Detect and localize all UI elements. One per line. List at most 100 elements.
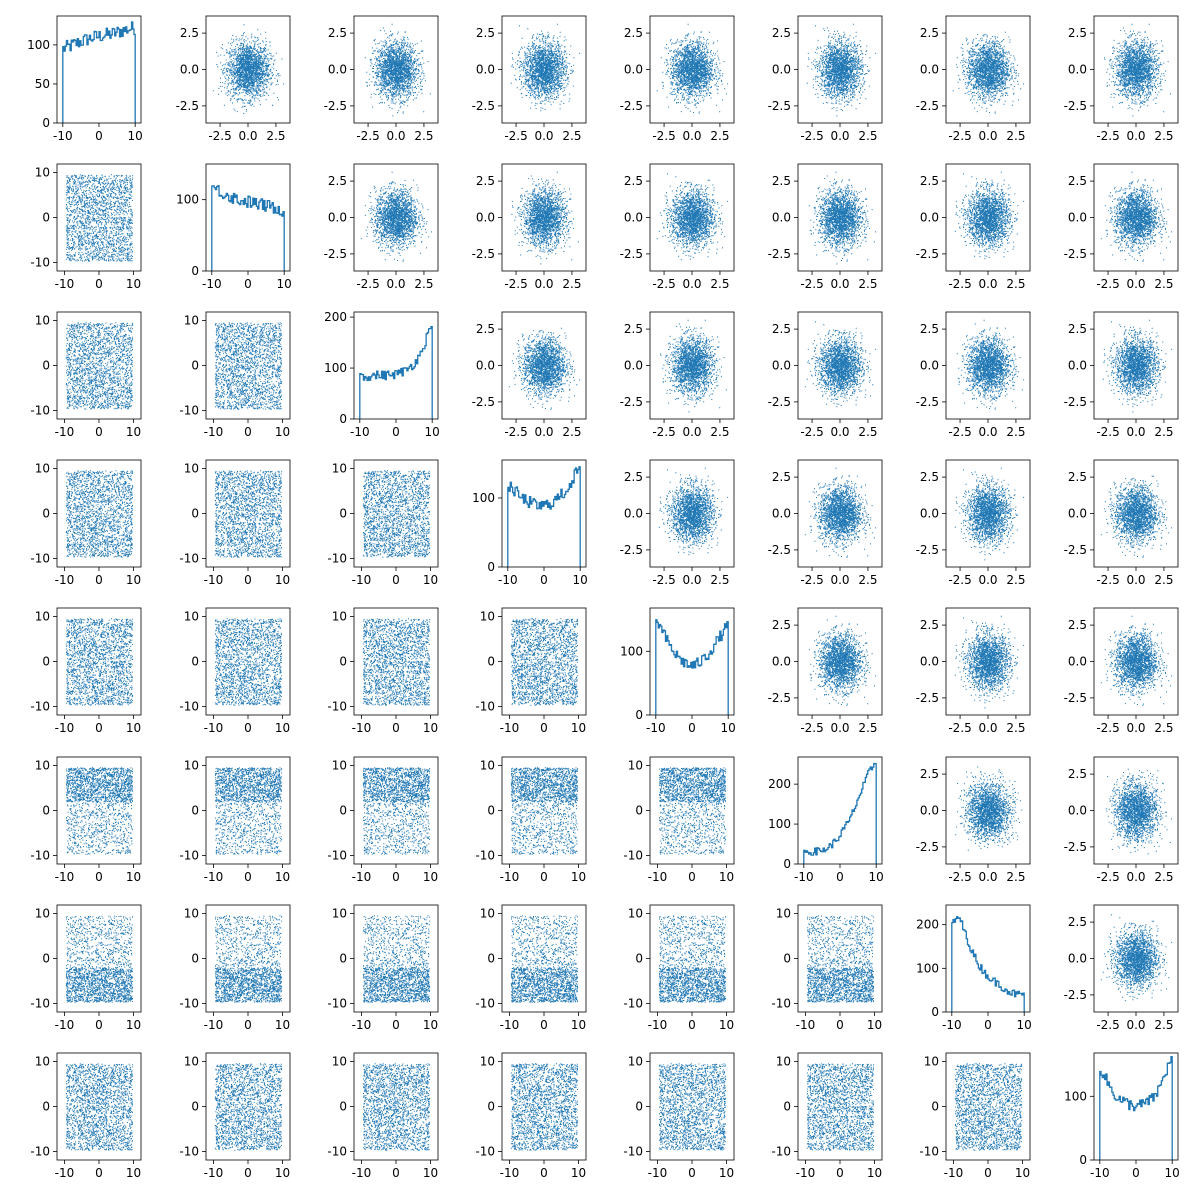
cell-0-4-xtick-label: 0.0 bbox=[682, 129, 701, 143]
cell-4-5-frame bbox=[797, 607, 883, 716]
cell-3-0-frame bbox=[56, 459, 142, 568]
cell-7-5-frame bbox=[797, 1052, 883, 1161]
cell-6-1-ytick-label: -10 bbox=[179, 997, 199, 1011]
cell-0-0-xtick-label: 10 bbox=[128, 129, 143, 143]
cell-5-0-xtick-label: -10 bbox=[55, 870, 75, 884]
cell-2-7-xtick-label: 2.5 bbox=[1154, 425, 1173, 439]
cell-3-1-ytick-label: 10 bbox=[184, 462, 199, 476]
cell-4-3-ytick-label: 0 bbox=[487, 655, 495, 669]
cell-5-0-xtick-label: 10 bbox=[126, 870, 141, 884]
scatter-points bbox=[214, 767, 283, 855]
cell-2-4-ytick-label: 2.5 bbox=[624, 322, 643, 336]
cell-4-4-xtick-label: 10 bbox=[721, 721, 736, 735]
cell-6-0-ytick-label: 10 bbox=[35, 907, 50, 921]
scatter-points bbox=[1100, 615, 1173, 706]
cell-6-0: -10 0 10 -10 0 10 bbox=[30, 904, 142, 1032]
cell-2-0-frame bbox=[56, 311, 142, 420]
cell-1-0-xtick-label: 10 bbox=[126, 277, 141, 291]
cell-6-3-xtick-label: -10 bbox=[500, 1018, 520, 1032]
cell-1-5-ytick-label: -2.5 bbox=[768, 247, 791, 261]
cell-5-7-ytick-label: -2.5 bbox=[1064, 840, 1087, 854]
cell-2-1-frame bbox=[205, 311, 291, 420]
cell-2-0: -10 0 10 -10 0 10 bbox=[30, 311, 142, 439]
cell-7-4-frame bbox=[649, 1052, 735, 1161]
scatter-points bbox=[1104, 23, 1171, 117]
cell-4-2-xtick-label: 10 bbox=[423, 721, 438, 735]
cell-5-2-ytick-label: 10 bbox=[332, 759, 347, 773]
cell-2-2-ytick-label: 0 bbox=[339, 412, 347, 426]
cell-5-6-ytick-label: 2.5 bbox=[920, 767, 939, 781]
cell-5-7-xtick-label: -2.5 bbox=[1096, 870, 1119, 884]
cell-4-6-ytick-label: 2.5 bbox=[920, 618, 939, 632]
cell-3-1-xtick-label: 10 bbox=[275, 573, 290, 587]
cell-2-4-ytick-label: -2.5 bbox=[620, 395, 643, 409]
cell-7-3-ytick-label: 10 bbox=[480, 1055, 495, 1069]
cell-3-4-ytick-label: 2.5 bbox=[624, 470, 643, 484]
cell-1-0-ytick-label: -10 bbox=[30, 256, 50, 270]
cell-5-5-ytick-label: 0 bbox=[783, 857, 791, 871]
scatter-points bbox=[954, 467, 1025, 561]
cell-6-2-xtick-label: 10 bbox=[423, 1018, 438, 1032]
cell-6-3-ytick-label: 10 bbox=[480, 907, 495, 921]
cell-4-6-ytick-label: 0.0 bbox=[920, 655, 939, 669]
cell-7-3-xtick-label: 0 bbox=[540, 1166, 548, 1180]
cell-1-3-frame bbox=[501, 163, 587, 272]
cell-0-1-xtick-label: 0.0 bbox=[238, 129, 257, 143]
cell-6-4-xtick-label: 0 bbox=[688, 1018, 696, 1032]
cell-7-4-xtick-label: 0 bbox=[688, 1166, 696, 1180]
cell-2-5-ytick-label: 2.5 bbox=[772, 322, 791, 336]
cell-6-2-xtick-label: 0 bbox=[392, 1018, 400, 1032]
cell-0-7-ytick-label: 0.0 bbox=[1068, 63, 1087, 77]
cell-4-6-xtick-label: -2.5 bbox=[948, 721, 971, 735]
cell-1-2-xtick-label: 2.5 bbox=[414, 277, 433, 291]
cell-4-4-xtick-label: -10 bbox=[646, 721, 666, 735]
scatter-points bbox=[362, 767, 431, 855]
cell-5-1-ytick-label: -10 bbox=[179, 849, 199, 863]
cell-0-2-ytick-label: 0.0 bbox=[328, 63, 347, 77]
cell-1-5-frame bbox=[797, 163, 883, 272]
cell-1-3-ytick-label: -2.5 bbox=[472, 247, 495, 261]
cell-7-2-xtick-label: -10 bbox=[352, 1166, 372, 1180]
cell-7-3-frame bbox=[501, 1052, 587, 1161]
cell-7-0-frame bbox=[56, 1052, 142, 1161]
cell-7-0-xtick-label: -10 bbox=[55, 1166, 75, 1180]
cell-6-7-ytick-label: 2.5 bbox=[1068, 915, 1087, 929]
cell-5-0-ytick-label: -10 bbox=[30, 849, 50, 863]
scatter-points bbox=[360, 171, 433, 262]
scatter-points bbox=[808, 171, 877, 265]
cell-6-7-ytick-label: -2.5 bbox=[1064, 988, 1087, 1002]
cell-2-1-ytick-label: 0 bbox=[191, 359, 199, 373]
cell-6-7-frame bbox=[1093, 904, 1179, 1013]
cell-4-5-ytick-label: -2.5 bbox=[768, 691, 791, 705]
cell-5-0-ytick-label: 10 bbox=[35, 759, 50, 773]
cell-3-7-ytick-label: -2.5 bbox=[1064, 543, 1087, 557]
cell-6-3-ytick-label: 0 bbox=[487, 952, 495, 966]
scatter-points bbox=[806, 1063, 875, 1151]
cell-1-0: -10 0 10 -10 0 10 bbox=[30, 163, 142, 291]
cell-2-0-xtick-label: 0 bbox=[95, 425, 103, 439]
cell-6-0-xtick-label: 10 bbox=[126, 1018, 141, 1032]
cell-3-6-frame bbox=[945, 459, 1031, 568]
scatter-points bbox=[362, 915, 431, 1003]
cell-7-0-ytick-label: 10 bbox=[35, 1055, 50, 1069]
cell-7-4-ytick-label: -10 bbox=[623, 1145, 643, 1159]
cell-1-6-frame bbox=[945, 163, 1031, 272]
cell-2-1-ytick-label: -10 bbox=[179, 404, 199, 418]
cell-7-3-xtick-label: -10 bbox=[500, 1166, 520, 1180]
cell-4-6-xtick-label: 0.0 bbox=[978, 721, 997, 735]
cell-4-2: -10 0 10 -10 0 10 bbox=[327, 607, 439, 735]
cell-3-4: -2.5 0.0 2.5 -2.5 0.0 2.5 bbox=[620, 459, 735, 587]
cell-7-5-ytick-label: 0 bbox=[783, 1100, 791, 1114]
cell-6-5-xtick-label: -10 bbox=[796, 1018, 816, 1032]
scatter-points bbox=[65, 470, 134, 558]
cell-4-2-ytick-label: 0 bbox=[339, 655, 347, 669]
cell-7-6-frame bbox=[945, 1052, 1031, 1161]
cell-2-1-xtick-label: 0 bbox=[244, 425, 252, 439]
cell-4-2-xtick-label: -10 bbox=[352, 721, 372, 735]
cell-1-7: -2.5 0.0 2.5 -2.5 0.0 2.5 bbox=[1064, 163, 1179, 291]
cell-5-4-xtick-label: -10 bbox=[648, 870, 668, 884]
cell-6-5-ytick-label: -10 bbox=[771, 997, 791, 1011]
